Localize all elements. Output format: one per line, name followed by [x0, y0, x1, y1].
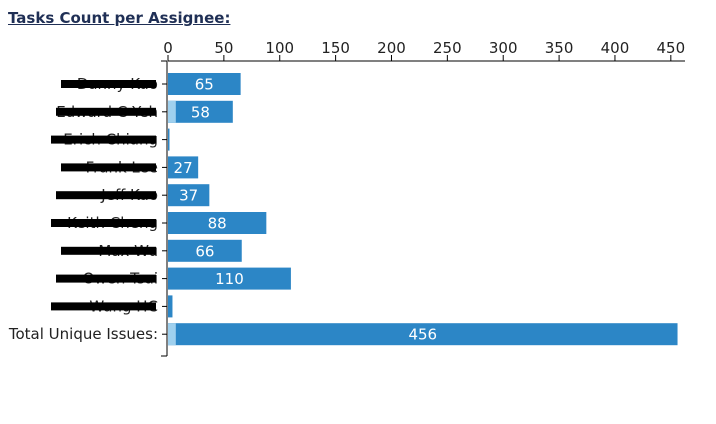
- redaction-bar: [51, 219, 156, 227]
- bar: [168, 212, 267, 234]
- redaction-bar: [56, 274, 156, 283]
- redaction-bar: [61, 246, 156, 255]
- category-label: Total Unique Issues:: [8, 325, 158, 343]
- x-tick-label: 450: [657, 39, 686, 57]
- bar-value-label: 456: [408, 326, 437, 344]
- chart-title: Tasks Count per Assignee:: [8, 9, 231, 27]
- bar: [168, 239, 242, 262]
- bar-value-label: 66: [195, 242, 214, 260]
- x-tick-label: 0: [163, 39, 173, 57]
- bar-value-label: 27: [174, 159, 193, 177]
- bar-highlight: [168, 100, 176, 123]
- bar: [168, 184, 210, 207]
- bar: [168, 73, 241, 95]
- bar-value-label: 88: [208, 215, 227, 233]
- x-tick-label: 250: [433, 39, 462, 57]
- bar-value-label: 110: [215, 270, 244, 288]
- bar-value-label: 58: [191, 103, 210, 121]
- x-tick-label: 150: [321, 39, 350, 57]
- x-tick-label: 100: [265, 39, 294, 57]
- bar: [168, 323, 678, 346]
- bar: [168, 100, 233, 123]
- redaction-bar: [51, 302, 156, 311]
- bar-value-label: 37: [179, 187, 198, 205]
- redaction-bar: [56, 191, 156, 200]
- bar: [168, 295, 173, 318]
- x-tick-label: 300: [489, 39, 518, 57]
- bar-value-label: 65: [195, 76, 214, 94]
- redaction-bar: [61, 80, 156, 88]
- x-tick-label: 400: [601, 39, 630, 57]
- bar-highlight: [168, 323, 176, 346]
- redaction-bar: [61, 163, 156, 172]
- bar: [168, 267, 291, 290]
- x-tick-label: 350: [545, 39, 574, 57]
- redaction-bar: [51, 135, 156, 144]
- redaction-bar: [56, 107, 156, 116]
- bar: [168, 128, 170, 151]
- bar: [168, 156, 199, 179]
- x-tick-label: 50: [214, 39, 233, 57]
- x-tick-label: 200: [377, 39, 406, 57]
